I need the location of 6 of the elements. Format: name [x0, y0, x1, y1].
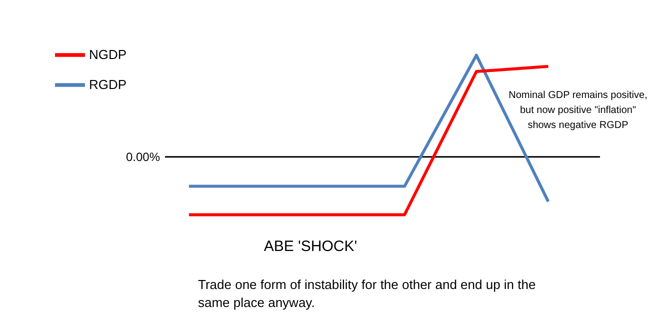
legend-label: NGDP — [89, 47, 127, 62]
legend-label: RGDP — [89, 77, 127, 92]
text: Trade one form of instability for the other and end up in the same place anyway. — [198, 276, 537, 312]
annotation: Nominal GDP remains positive, but now positive "inflation" shows negative RGDP — [508, 89, 648, 133]
x-axis-title: ABE 'SHOCK' — [262, 238, 358, 255]
ref-line-label: 0.00% — [126, 150, 160, 164]
